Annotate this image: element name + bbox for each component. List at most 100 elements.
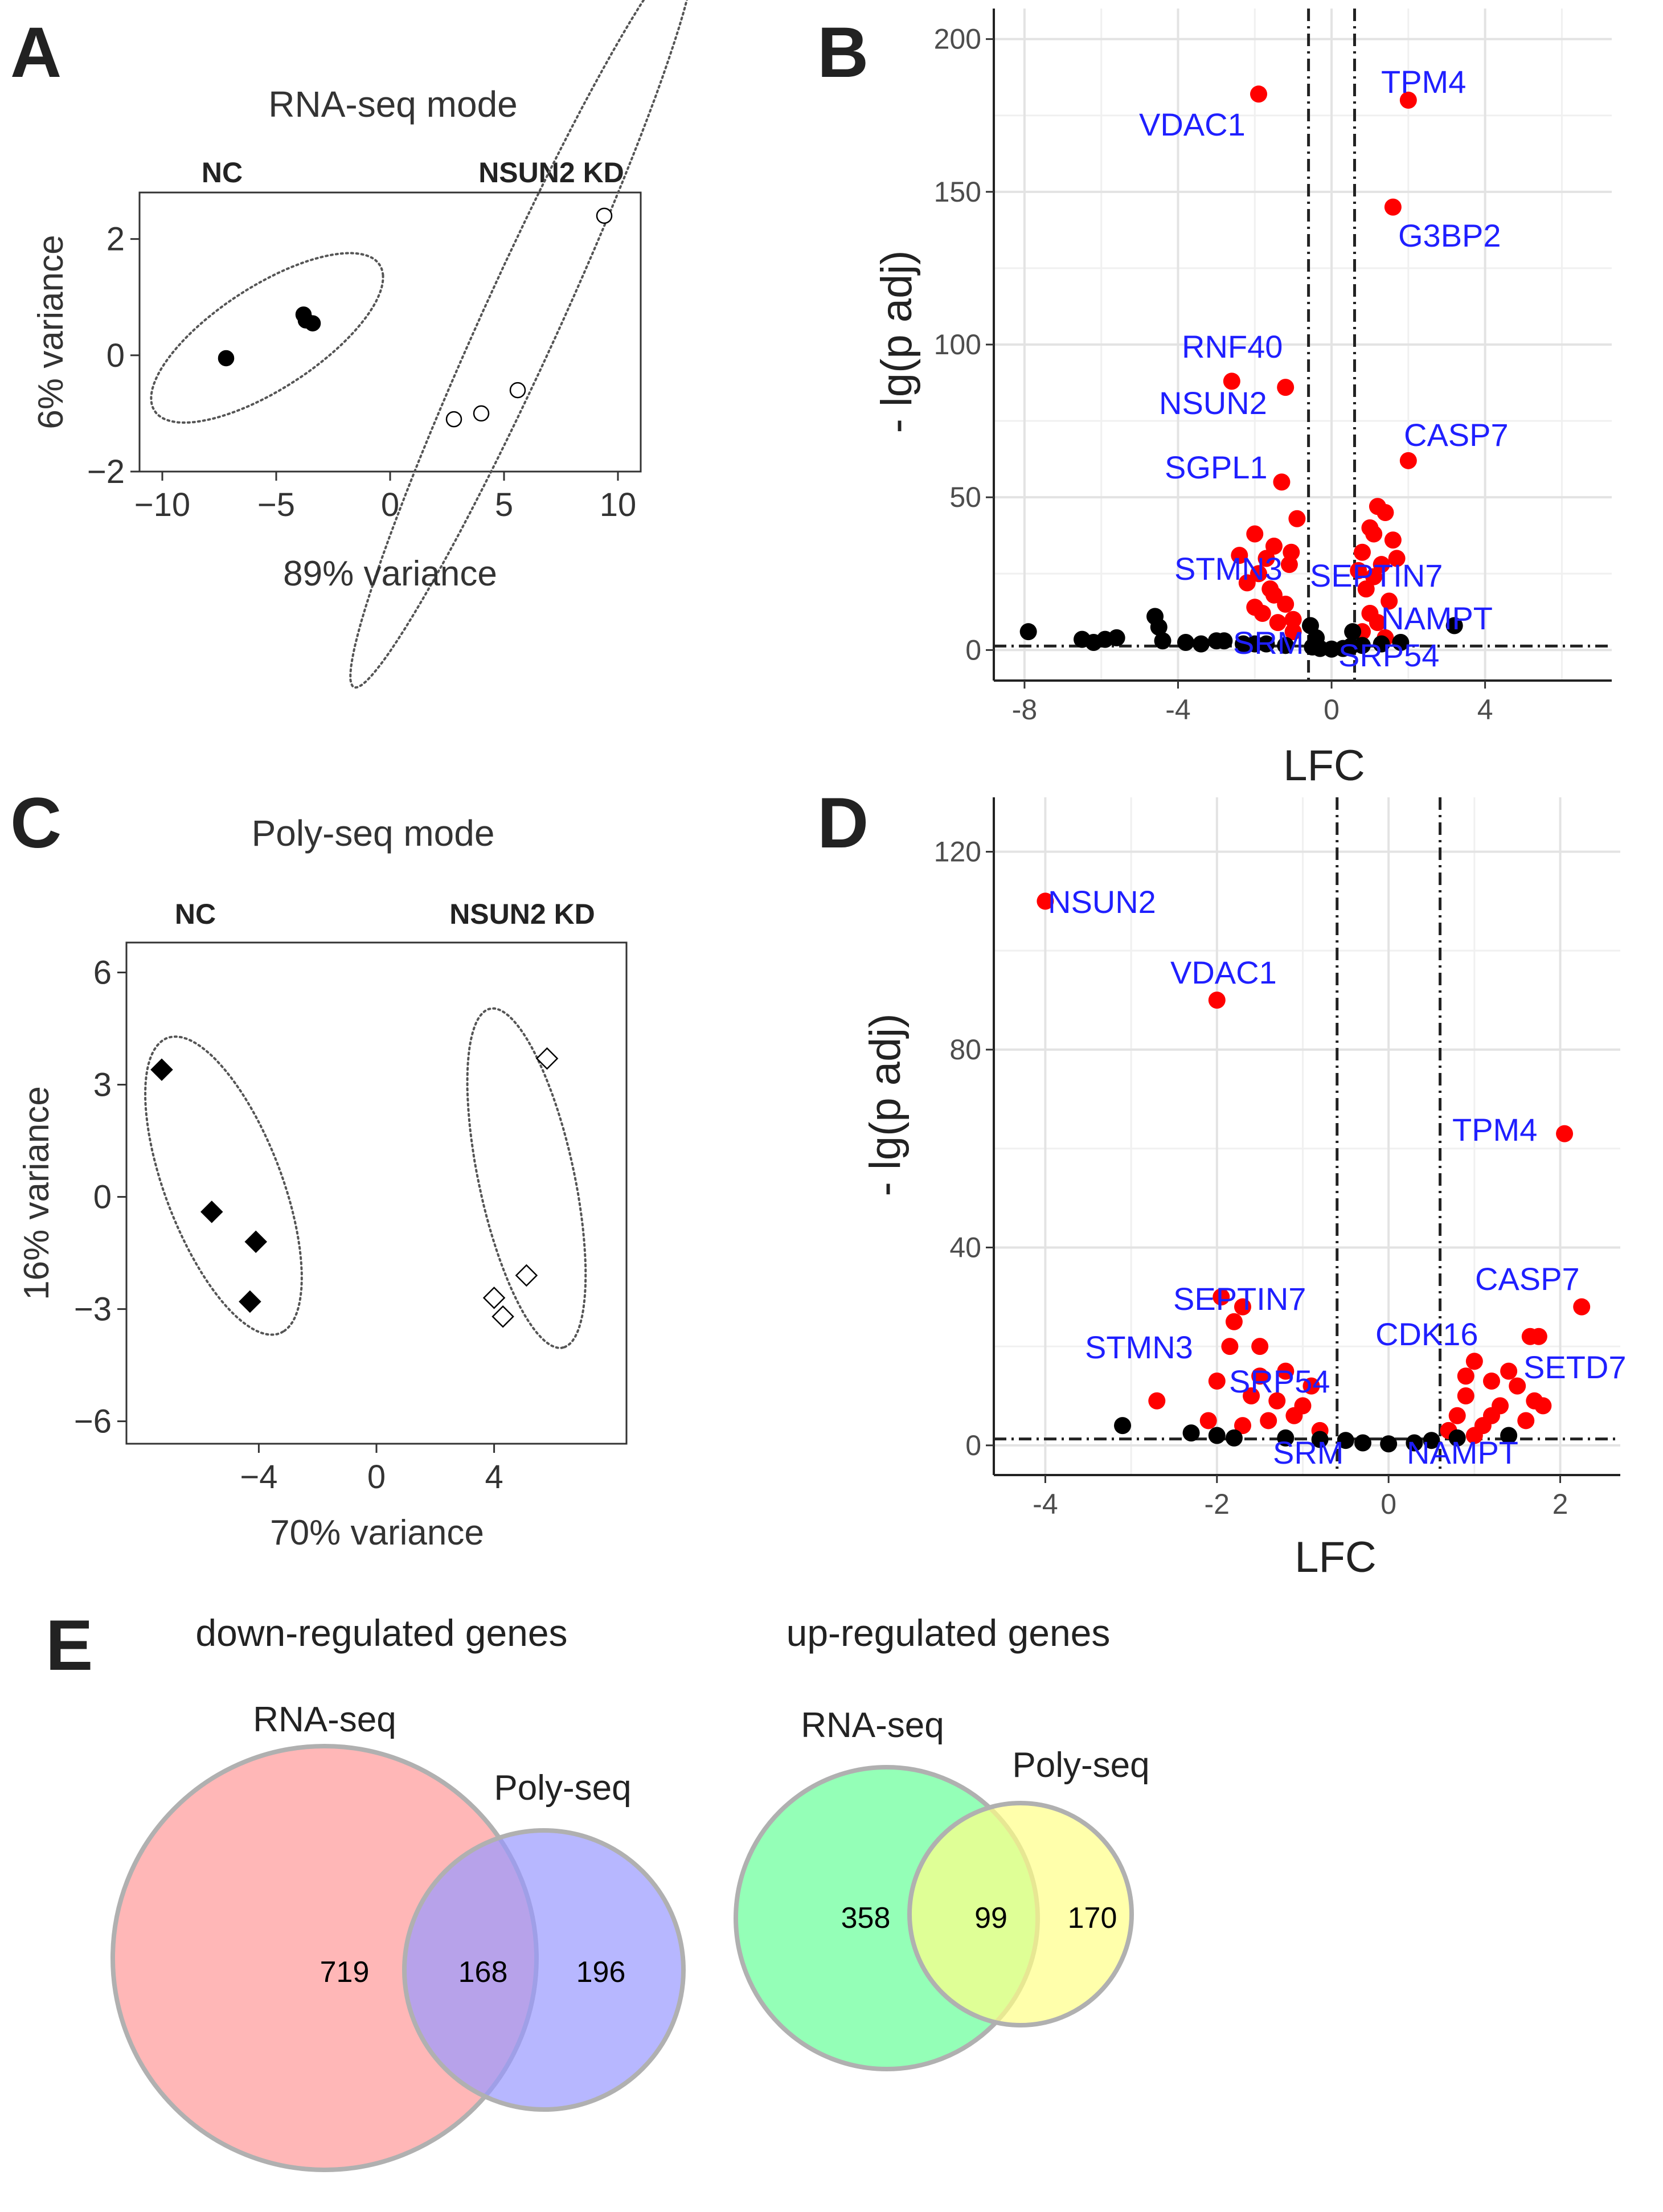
- b-x-tick-label: 0: [1324, 694, 1340, 726]
- d-gene-label: VDAC1: [1170, 955, 1277, 990]
- venn-up-poly-label: Poly-seq: [1012, 1746, 1149, 1785]
- d-point-significant: [1221, 1338, 1239, 1355]
- d-point-significant: [1260, 1412, 1277, 1429]
- d-point-nonsignificant: [1114, 1417, 1132, 1435]
- b-gene-label: SEPTIN7: [1310, 558, 1443, 593]
- panel-b: B VDAC1 TPM4 G3BP2 RNF40 NSUN2 CASP7 SGPL1 STMN…: [817, 9, 1612, 790]
- c-y-tick-label: 3: [93, 1067, 112, 1104]
- panel-d: D NSUN2 VDAC1 TPM4 CASP7 SEPTIN7 CDK16 STMN3 SE…: [817, 784, 1627, 1582]
- b-point-significant: [1373, 556, 1390, 574]
- b-point-nonsignificant: [1108, 629, 1125, 646]
- panel-a-y-ticks: −2 0 2: [87, 221, 140, 490]
- b-point-nonsignificant: [1344, 623, 1362, 641]
- b-gene-label: STMN3: [1174, 551, 1283, 587]
- venn-down-poly-circle: [402, 1828, 686, 2112]
- b-gene-label: G3BP2: [1398, 218, 1501, 253]
- panel-d-x-label: LFC: [1295, 1533, 1377, 1582]
- d-point-nonsignificant: [1208, 1427, 1226, 1444]
- a-point-nc: [218, 350, 235, 367]
- d-gene-label: SRM: [1273, 1435, 1343, 1470]
- b-point-significant: [1384, 531, 1402, 549]
- b-point-significant: [1246, 599, 1264, 616]
- b-point-significant: [1381, 592, 1398, 610]
- d-point-nonsignificant: [1277, 1429, 1295, 1447]
- venn-down-overlap-count: 168: [458, 1956, 508, 1989]
- d-gene-label: NSUN2: [1048, 884, 1156, 920]
- a-x-tick-label: 0: [381, 486, 399, 523]
- d-point-significant: [1148, 1392, 1166, 1410]
- d-point-nonsignificant: [1311, 1431, 1329, 1448]
- c-ellipse-nsun2-kd: [466, 1007, 587, 1349]
- d-point-significant: [1521, 1328, 1539, 1345]
- d-gene-label: STMN3: [1085, 1329, 1193, 1365]
- b-point-significant: [1388, 550, 1406, 567]
- b-y-tick-label: 150: [934, 176, 981, 208]
- d-point-significant: [1556, 1125, 1574, 1142]
- b-point-significant: [1284, 611, 1302, 628]
- b-point-significant: [1288, 510, 1306, 527]
- panel-e-letter: E: [46, 1606, 93, 1685]
- b-point-significant: [1231, 547, 1248, 564]
- venn-down-title: down-regulated genes: [195, 1612, 567, 1654]
- venn-up-rna-only-count: 358: [841, 1902, 891, 1935]
- c-y-tick-label: −6: [74, 1403, 112, 1440]
- d-y-tick-label: 0: [965, 1429, 981, 1461]
- b-point-significant: [1283, 543, 1300, 561]
- d-point-significant: [1534, 1397, 1552, 1415]
- b-point-nonsignificant: [1019, 623, 1037, 641]
- b-gene-label: CASP7: [1404, 417, 1509, 453]
- panel-c: C Poly-seq mode NC NSUN2 KD −4 0 4 −6 −3 0 3 6…: [10, 784, 628, 1553]
- panel-c-x-ticks: −4 0 4: [240, 1444, 503, 1496]
- venn-up-poly-only-count: 170: [1068, 1902, 1117, 1935]
- c-point-nsun2-kd: [482, 1287, 506, 1309]
- b-gene-label: NSUN2: [1159, 385, 1267, 421]
- b-point-significant: [1350, 562, 1367, 579]
- a-point-nsun2-kd: [473, 405, 490, 422]
- b-point-significant: [1357, 580, 1375, 598]
- b-x-tick-label: -8: [1012, 694, 1037, 726]
- d-point-significant: [1208, 992, 1226, 1009]
- b-point-significant: [1399, 452, 1417, 469]
- panel-b-x-label: LFC: [1283, 742, 1365, 790]
- venn-down-rna-only-count: 719: [320, 1956, 370, 1989]
- d-x-tick-label: -4: [1033, 1488, 1058, 1520]
- b-point-significant: [1277, 595, 1295, 613]
- d-point-significant: [1509, 1377, 1526, 1395]
- d-gene-label: TPM4: [1452, 1112, 1537, 1148]
- b-x-tick-label: -4: [1165, 694, 1190, 726]
- b-point-significant: [1377, 504, 1394, 521]
- panel-b-letter: B: [817, 13, 869, 92]
- d-point-nonsignificant: [1500, 1427, 1518, 1444]
- c-point-nsun2-kd: [535, 1047, 559, 1070]
- b-point-significant: [1269, 614, 1287, 632]
- panel-c-title: Poly-seq mode: [252, 813, 495, 854]
- b-gene-label: SRM: [1233, 625, 1304, 661]
- b-point-significant: [1369, 614, 1386, 632]
- b-point-significant: [1277, 379, 1295, 396]
- b-y-tick-label: 0: [965, 634, 981, 666]
- a-ellipse-nc: [150, 252, 384, 424]
- d-point-nonsignificant: [1182, 1424, 1200, 1442]
- b-gene-label: TPM4: [1381, 64, 1466, 100]
- b-point-nonsignificant: [1277, 637, 1295, 654]
- c-y-tick-label: 6: [93, 955, 112, 992]
- b-gene-label: RNF40: [1182, 329, 1283, 364]
- d-point-significant: [1251, 1338, 1269, 1355]
- d-gene-label: CDK16: [1375, 1316, 1478, 1352]
- venn-down-poly-only-count: 196: [576, 1956, 626, 1989]
- b-point-nonsignificant: [1215, 632, 1233, 650]
- b-point-nonsignificant: [1301, 617, 1319, 634]
- a-x-tick-label: 5: [495, 486, 513, 523]
- d-point-significant: [1302, 1377, 1320, 1395]
- d-point-significant: [1243, 1387, 1260, 1405]
- d-point-significant: [1037, 892, 1054, 910]
- panel-a-group-nc: NC: [202, 157, 243, 189]
- b-gene-label: SRP54: [1338, 637, 1439, 673]
- d-point-significant: [1251, 1367, 1269, 1385]
- a-x-tick-label: −10: [134, 486, 190, 523]
- d-point-nonsignificant: [1406, 1434, 1423, 1452]
- panel-b-y-label: - lg(p adj): [873, 251, 921, 433]
- d-point-significant: [1277, 1362, 1295, 1380]
- d-point-significant: [1457, 1367, 1474, 1385]
- b-point-significant: [1265, 586, 1283, 604]
